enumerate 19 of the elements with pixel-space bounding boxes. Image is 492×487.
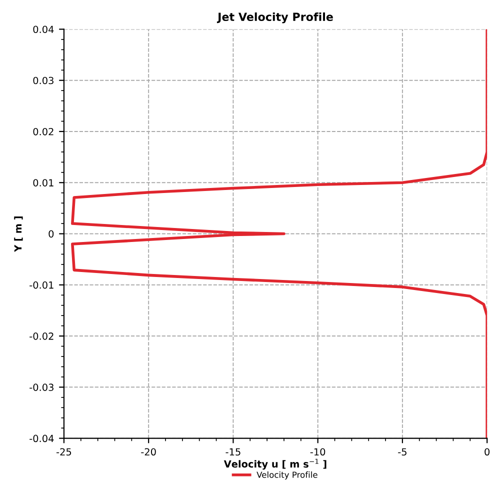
x-tick-label: -15 — [226, 448, 240, 456]
y-tick-label: 0.04 — [33, 26, 54, 34]
y-tick-label: 0 — [48, 230, 54, 238]
y-tick-label: -0.02 — [30, 332, 54, 340]
chart-title: Jet Velocity Profile — [216, 12, 333, 24]
legend-label: Velocity Profile — [256, 471, 318, 480]
x-axis-title: Velocity u [ m s$^{−1}$ ] — [224, 458, 326, 470]
x-tick-label: -5 — [398, 448, 406, 456]
y-tick-label: -0.04 — [30, 434, 54, 442]
y-tick-label: 0.01 — [33, 179, 54, 186]
y-tick-label: 0.03 — [33, 76, 54, 84]
y-axis-title: Y [ m ] — [14, 216, 23, 252]
y-tick-label: 0.02 — [33, 128, 54, 136]
y-tick-label: -0.03 — [30, 384, 54, 391]
x-tick-label: -10 — [310, 448, 326, 456]
x-tick-label: -25 — [56, 448, 72, 456]
y-tick-label: -0.01 — [30, 281, 54, 289]
x-tick-label: 0 — [484, 448, 490, 456]
x-tick-label: -20 — [141, 448, 156, 456]
